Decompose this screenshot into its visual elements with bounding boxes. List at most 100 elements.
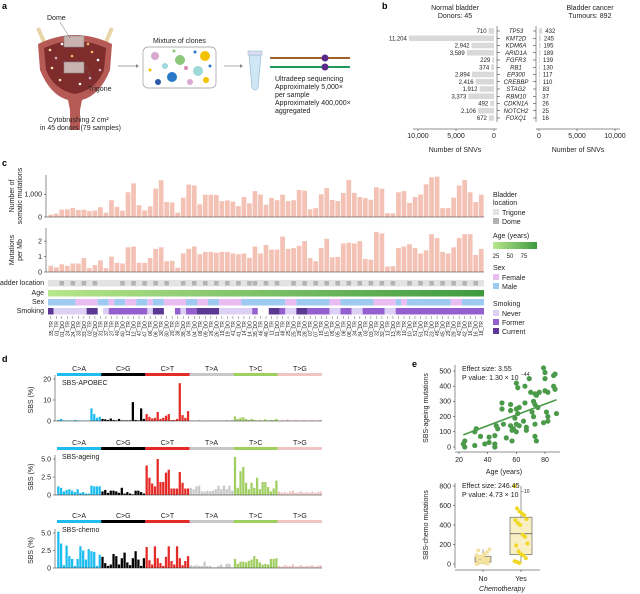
- signature-bar: [186, 488, 190, 495]
- sex-cell-male: [114, 299, 126, 306]
- mutations-per-mb-bar: [335, 256, 341, 272]
- location-dome-cell: [274, 281, 280, 286]
- mutation-type-strip: [145, 373, 190, 376]
- signature-bar: [195, 420, 198, 421]
- somatic-mutation-bar: [362, 198, 368, 217]
- smoking-cell-former: [108, 308, 148, 315]
- clone-circle: [175, 55, 185, 65]
- smoking-cell-current: [268, 308, 280, 315]
- y-tick-label: 0: [38, 214, 42, 221]
- y-tick-label: 20: [43, 376, 51, 383]
- effect-size: Effect size: 246.45: [462, 483, 520, 490]
- gene-label: CREBBP: [504, 80, 529, 86]
- scatter-point: [495, 426, 501, 432]
- sample-label: 35_DO: [253, 321, 259, 337]
- sample-label: 08_TR: [341, 321, 347, 336]
- location-dome-cell: [368, 281, 374, 286]
- signature-bar: [220, 489, 223, 495]
- somatic-mutation-bar: [236, 206, 241, 217]
- scatter-point: [529, 409, 535, 415]
- sex-cell-male: [48, 299, 76, 306]
- signature-bar: [142, 493, 146, 495]
- signature-bar: [253, 419, 256, 421]
- signature-bar: [181, 415, 184, 421]
- location-dome-cell: [191, 281, 197, 286]
- normal-value: 2,942: [455, 44, 471, 50]
- legend-swatch: [493, 310, 499, 316]
- signature-bar: [162, 417, 165, 421]
- signature-bar: [65, 420, 68, 421]
- cancer-value: 432: [545, 29, 556, 35]
- mutations-per-mb-bar: [87, 268, 92, 272]
- scatter-point: [542, 376, 548, 382]
- y-axis-label: Number of: [9, 180, 16, 213]
- sample-label: 51_DO: [419, 321, 425, 337]
- mutation-type-label: T>A: [205, 366, 218, 373]
- mutations-per-mb-bar: [456, 238, 462, 272]
- box-point: [518, 523, 523, 527]
- y-tick-label: 2.5: [41, 474, 51, 481]
- y-tick-label: 1: [38, 254, 42, 261]
- signature-bar: [228, 563, 231, 568]
- signature-bar: [300, 420, 303, 421]
- scatter-point: [492, 433, 498, 439]
- signature-bar: [131, 402, 134, 421]
- sample-label: 38_DO: [181, 321, 187, 337]
- signature-bar: [189, 420, 192, 421]
- effect-size: Effect size: 3.55: [462, 366, 512, 373]
- age-track: [48, 290, 484, 297]
- mutation-type-label: C>T: [161, 440, 175, 447]
- sample-label: 51_TR: [413, 321, 419, 336]
- location-dome-cell: [131, 281, 136, 286]
- mutations-per-mb-bar: [164, 261, 170, 272]
- normal-bar: [471, 42, 494, 49]
- y-tick-label: 0: [47, 492, 51, 499]
- signature-bar: [313, 566, 317, 568]
- signature-bar: [120, 420, 123, 421]
- mutations-per-mb-bar: [142, 262, 147, 272]
- sample-label: 47_DO: [143, 321, 149, 337]
- p-value: P value: 1.30 × 10: [462, 375, 519, 382]
- cancer-bar: [539, 28, 543, 34]
- sample-label: 46_DO: [264, 321, 270, 337]
- signature-bar: [217, 565, 220, 568]
- scatter-point: [528, 389, 534, 395]
- normal-value: 2,416: [459, 80, 475, 86]
- signature-bar: [225, 489, 228, 495]
- somatic-mutation-bar: [274, 200, 280, 217]
- location-dome-cell: [252, 281, 258, 286]
- smoking-cell-former: [174, 308, 181, 315]
- box-point: [474, 553, 479, 558]
- scatter-point: [545, 389, 551, 395]
- sex-cell-female: [401, 299, 407, 306]
- somatic-mutation-bar: [241, 197, 247, 217]
- clone-circle: [155, 79, 161, 85]
- mutations-per-mb-bar: [109, 256, 114, 272]
- normal-bar: [479, 86, 494, 92]
- signature-name: SBS-APOBEC: [62, 380, 108, 387]
- cancer-value: 245: [544, 36, 555, 42]
- trigone-patch: [63, 61, 85, 74]
- normal-value: 672: [477, 116, 488, 122]
- signature-bar: [239, 561, 242, 568]
- signature-bar: [272, 419, 275, 421]
- signature-bar: [258, 419, 261, 421]
- signature-bar: [283, 565, 286, 568]
- sample-label: 07_DO: [314, 321, 320, 337]
- signature-bar: [115, 491, 118, 495]
- signature-bar: [231, 419, 234, 421]
- mutation-type-label: C>T: [161, 513, 175, 520]
- clone-circle: [172, 49, 176, 53]
- signature-bar: [117, 492, 121, 495]
- signature-bar: [173, 419, 176, 421]
- sample-label: 26_TR: [209, 321, 215, 336]
- somatic-mutation-bar: [64, 209, 70, 217]
- signature-bar: [186, 556, 190, 568]
- location-dome-cell: [236, 281, 241, 286]
- signature-bar: [175, 418, 179, 421]
- sample-label: 02_TR: [87, 321, 93, 336]
- signature-bar: [250, 418, 253, 421]
- mutations-per-mb-bar: [429, 234, 434, 272]
- scatter-point: [540, 365, 547, 371]
- mutations-per-mb-bar: [412, 248, 418, 272]
